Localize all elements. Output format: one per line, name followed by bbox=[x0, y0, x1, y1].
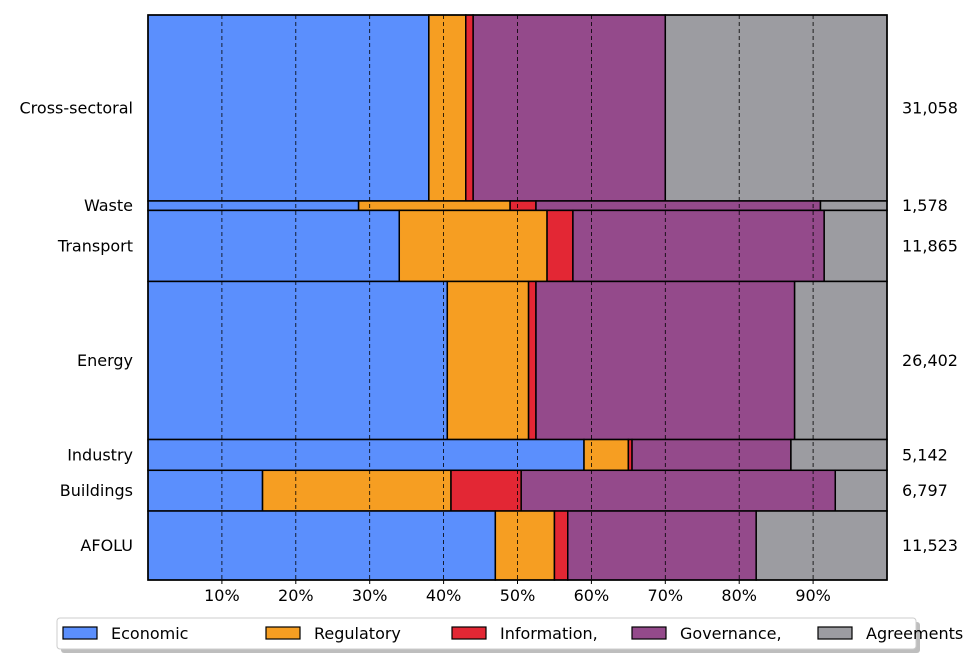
bar-segment bbox=[147, 14, 430, 202]
legend-label: Economic bbox=[111, 624, 188, 643]
x-tick-label: 70% bbox=[648, 586, 684, 605]
bar-segment bbox=[261, 469, 452, 512]
x-tick-label: 80% bbox=[721, 586, 757, 605]
bar-segment bbox=[446, 280, 530, 441]
x-tick-label: 90% bbox=[795, 586, 831, 605]
bar-segment bbox=[553, 510, 569, 581]
category-label: Energy bbox=[77, 351, 133, 370]
legend-swatch bbox=[631, 626, 667, 640]
bars-layer bbox=[147, 14, 888, 581]
bar-segment bbox=[793, 280, 888, 441]
legend-swatch bbox=[265, 626, 301, 640]
legend-label: Governance, bbox=[680, 624, 782, 643]
bar-segment bbox=[819, 200, 888, 212]
bar-segment bbox=[465, 14, 474, 202]
grid-layer bbox=[221, 15, 814, 580]
bar-segment bbox=[472, 14, 667, 202]
bar-segment bbox=[664, 14, 888, 202]
legend-swatch bbox=[451, 626, 487, 640]
bar-segment bbox=[147, 469, 264, 512]
category-label: Buildings bbox=[60, 481, 133, 500]
category-label: Industry bbox=[67, 445, 133, 464]
bar-segment bbox=[147, 209, 401, 283]
category-label: Waste bbox=[84, 196, 133, 215]
x-tick-label: 50% bbox=[500, 586, 536, 605]
bar-segment bbox=[147, 280, 449, 441]
total-label: 11,865 bbox=[902, 236, 958, 255]
bar-segment bbox=[527, 280, 537, 441]
x-tick-label: 30% bbox=[352, 586, 388, 605]
bar-segment bbox=[546, 209, 574, 283]
bar-segment bbox=[631, 438, 792, 472]
bar-segment bbox=[834, 469, 888, 512]
category-label: AFOLU bbox=[80, 536, 133, 555]
bar-segment bbox=[755, 510, 888, 581]
x-tick-label: 20% bbox=[278, 586, 314, 605]
category-label: Transport bbox=[57, 236, 133, 255]
legend-label: Agreements bbox=[866, 624, 963, 643]
x-tick-label: 60% bbox=[574, 586, 610, 605]
total-label: 1,578 bbox=[902, 196, 948, 215]
total-labels: 31,058 1,578 11,865 26,402 5,142 6,797 11,523 bbox=[902, 98, 958, 555]
bar-segment bbox=[535, 200, 822, 212]
legend-label: Information, bbox=[500, 624, 598, 643]
x-tick-label: 40% bbox=[426, 586, 462, 605]
total-label: 26,402 bbox=[902, 351, 958, 370]
bar-segment bbox=[790, 438, 888, 472]
total-label: 11,523 bbox=[902, 536, 958, 555]
legend: Economic Regulatory Information, Governance… bbox=[56, 617, 963, 653]
bar-segment bbox=[398, 209, 548, 283]
bar-segment bbox=[567, 510, 757, 581]
bar-segment bbox=[572, 209, 825, 283]
x-tick-label: 10% bbox=[204, 586, 240, 605]
category-labels: Cross-sectoral Waste Transport Energy Indust… bbox=[20, 98, 134, 555]
bar-segment bbox=[583, 438, 630, 472]
bar-segment bbox=[823, 209, 888, 283]
bar-segment bbox=[494, 510, 556, 581]
total-label: 5,142 bbox=[902, 445, 948, 464]
bar-segment bbox=[428, 14, 467, 202]
legend-swatch bbox=[817, 626, 853, 640]
category-label: Cross-sectoral bbox=[20, 98, 134, 117]
bar-segment bbox=[520, 469, 837, 512]
bar-segment bbox=[450, 469, 522, 512]
bar-segment bbox=[147, 438, 585, 472]
bar-segment bbox=[357, 200, 511, 212]
total-label: 31,058 bbox=[902, 98, 958, 117]
bar-segment bbox=[509, 200, 537, 212]
total-label: 6,797 bbox=[902, 481, 948, 500]
legend-label: Regulatory bbox=[314, 624, 401, 643]
bar-segment bbox=[147, 200, 360, 212]
x-tick-labels: 10% 20% 30% 40% 50% 60% 70% 80% 90% bbox=[204, 580, 831, 605]
legend-swatch bbox=[62, 626, 98, 640]
